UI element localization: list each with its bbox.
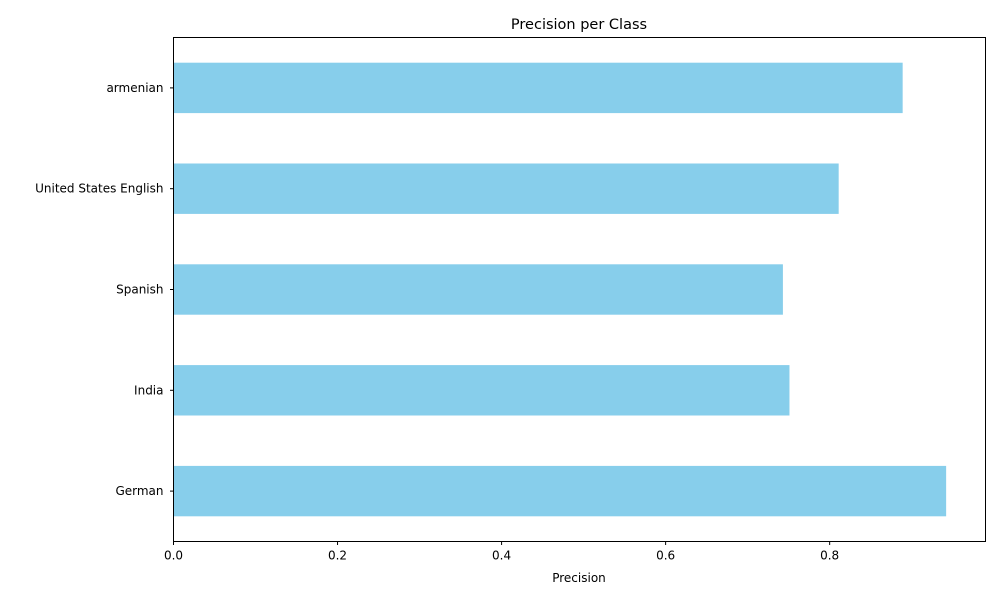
y-tick-label: armenian (106, 81, 163, 95)
x-tick-label: 0.4 (492, 549, 511, 563)
bar-armenian (173, 62, 903, 114)
bars-layer (173, 62, 947, 517)
x-axis-label: Precision (552, 571, 606, 585)
bar-german (173, 465, 947, 517)
x-tick-label: 0.2 (328, 549, 347, 563)
y-ticks-layer: armenian United States English Spanish Indi… (35, 81, 174, 498)
chart-title: Precision per Class (511, 17, 647, 33)
x-ticks-layer: 0.0 0.2 0.4 0.6 0.8 (164, 541, 839, 563)
bar-spanish (173, 264, 783, 315)
y-tick-label: India (134, 383, 163, 397)
bar-united-states-english (173, 163, 839, 214)
x-tick-label: 0.8 (820, 549, 839, 563)
bar-india (173, 365, 790, 416)
y-tick-label: United States English (35, 182, 163, 196)
x-tick-label: 0.6 (656, 549, 675, 563)
y-tick-label: Spanish (116, 283, 163, 297)
y-tick-label: German (115, 484, 163, 498)
x-tick-label: 0.0 (164, 549, 183, 563)
